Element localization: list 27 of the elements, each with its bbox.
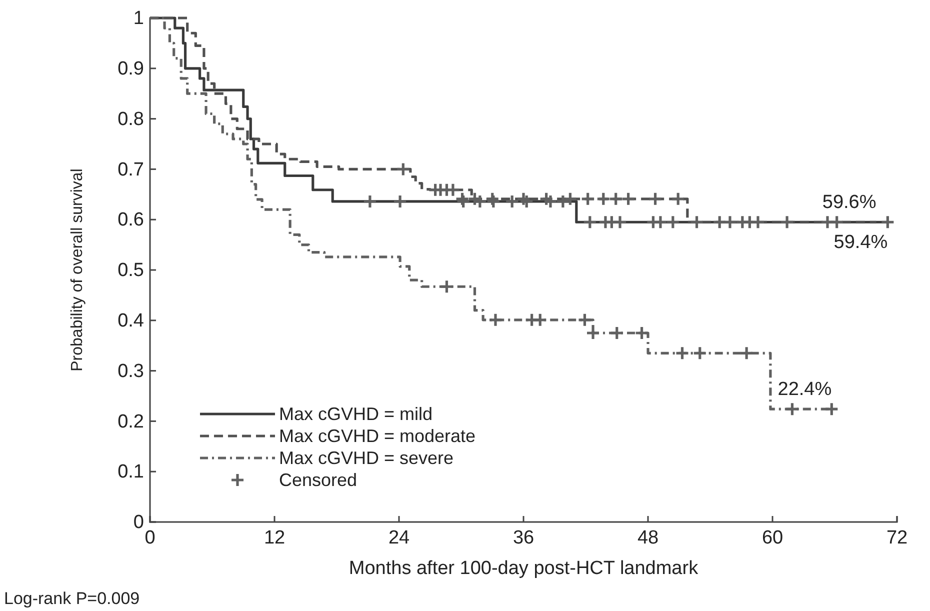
y-tick-label: 0 xyxy=(133,512,144,534)
y-tick-label: 0.5 xyxy=(118,260,144,282)
legend-label: Max cGVHD = severe xyxy=(279,448,454,468)
x-axis-title: Months after 100-day post-HCT landmark xyxy=(348,558,699,579)
y-tick-label: 0.3 xyxy=(118,360,144,382)
x-tick-label: 12 xyxy=(264,527,286,548)
text: Log-rank P=0.009 xyxy=(4,589,140,608)
x-tick-label: 24 xyxy=(388,527,410,548)
annotation: 59.4% xyxy=(834,232,888,254)
x-tick-label: 72 xyxy=(886,527,908,548)
y-tick-label: 0.2 xyxy=(118,411,144,432)
y-tick-label: 0.1 xyxy=(118,462,144,483)
legend-label: Max cGVHD = mild xyxy=(279,404,433,424)
y-tick-label: 1 xyxy=(133,8,144,30)
y-tick-label: 0.9 xyxy=(118,58,144,80)
y-tick-label: 0.6 xyxy=(118,210,144,231)
y-tick-label: 0.4 xyxy=(118,310,144,332)
annotation: 22.4% xyxy=(778,379,832,400)
x-tick-label: 60 xyxy=(762,527,784,548)
y-tick-label: 0.8 xyxy=(118,108,144,130)
y-tick-label: 0.7 xyxy=(118,159,144,180)
y-axis-title: Probability of overall survival xyxy=(69,168,86,372)
legend-label: Max cGVHD = moderate xyxy=(279,426,476,446)
annotation: 59.6% xyxy=(822,192,876,214)
x-tick-label: 48 xyxy=(637,527,659,548)
legend-label: Censored xyxy=(279,470,358,490)
x-tick-label: 36 xyxy=(512,527,534,548)
